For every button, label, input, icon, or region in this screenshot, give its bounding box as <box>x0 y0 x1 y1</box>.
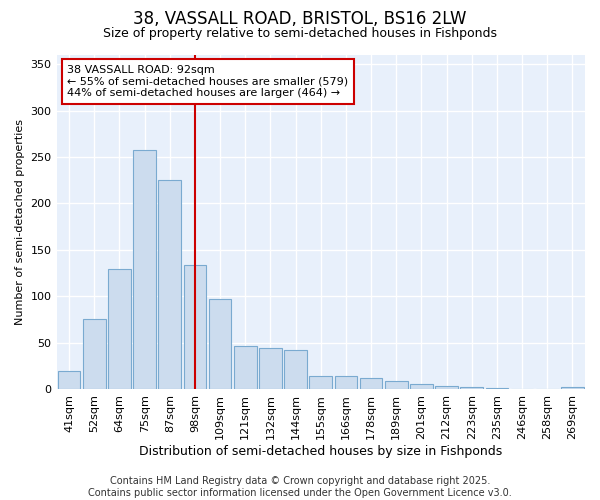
Text: 38 VASSALL ROAD: 92sqm
← 55% of semi-detached houses are smaller (579)
44% of se: 38 VASSALL ROAD: 92sqm ← 55% of semi-det… <box>67 65 348 98</box>
Text: 38, VASSALL ROAD, BRISTOL, BS16 2LW: 38, VASSALL ROAD, BRISTOL, BS16 2LW <box>133 10 467 28</box>
Bar <box>184 264 206 389</box>
Bar <box>561 387 584 389</box>
Bar <box>158 180 181 389</box>
Bar <box>485 388 508 389</box>
Bar <box>460 387 483 389</box>
Bar <box>234 346 257 389</box>
Bar <box>435 386 458 389</box>
Bar <box>83 320 106 389</box>
Bar <box>133 150 156 389</box>
Bar <box>58 372 80 389</box>
Bar <box>360 378 382 389</box>
Text: Contains HM Land Registry data © Crown copyright and database right 2025.
Contai: Contains HM Land Registry data © Crown c… <box>88 476 512 498</box>
Text: Size of property relative to semi-detached houses in Fishponds: Size of property relative to semi-detach… <box>103 28 497 40</box>
Bar <box>209 299 232 389</box>
Bar <box>335 376 357 389</box>
Bar <box>108 270 131 389</box>
Bar <box>259 348 282 389</box>
Y-axis label: Number of semi-detached properties: Number of semi-detached properties <box>15 119 25 325</box>
Bar <box>410 384 433 389</box>
Bar <box>310 376 332 389</box>
Bar <box>385 380 407 389</box>
Bar <box>284 350 307 389</box>
X-axis label: Distribution of semi-detached houses by size in Fishponds: Distribution of semi-detached houses by … <box>139 444 502 458</box>
